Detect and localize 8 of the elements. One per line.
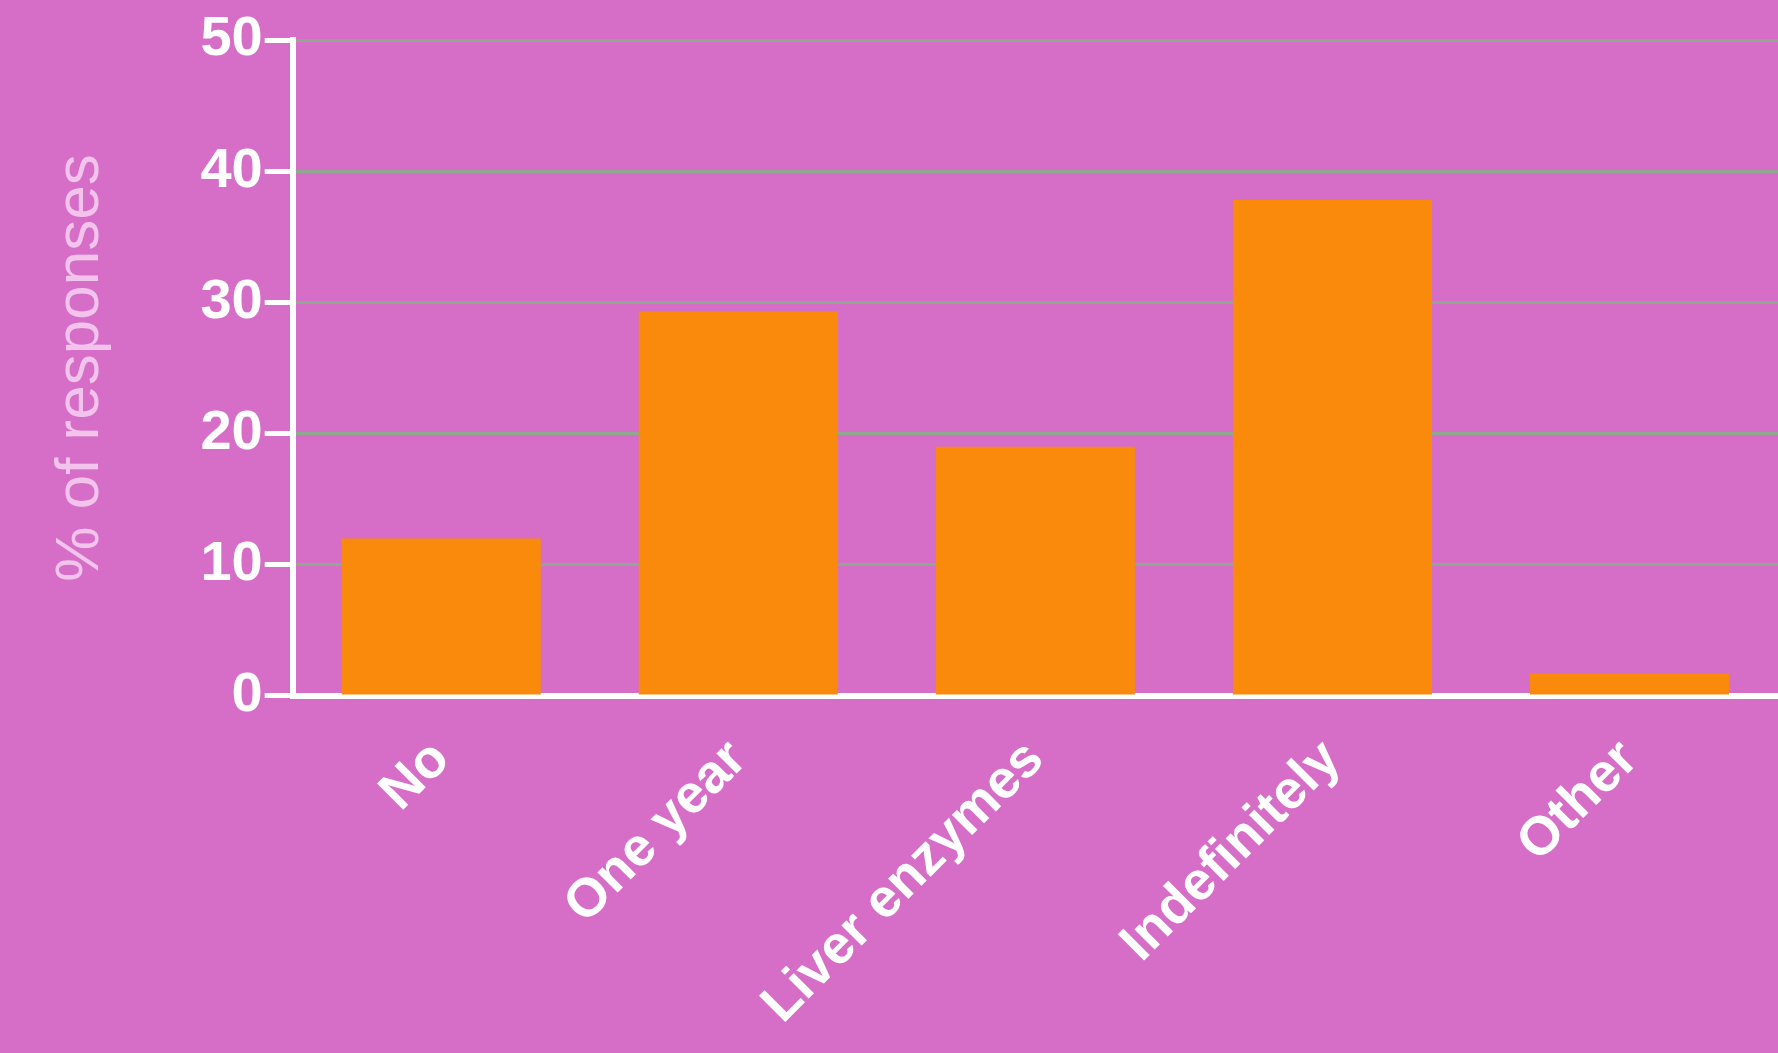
y-tick-label: 30 — [200, 266, 263, 330]
y-tick-label: 20 — [200, 398, 263, 462]
y-tick-label: 10 — [200, 529, 263, 593]
y-tick-label: 50 — [200, 4, 263, 68]
y-axis-title: % of responses — [42, 154, 112, 582]
x-tick-label: No — [366, 726, 460, 821]
y-tick-label: 0 — [231, 660, 263, 724]
y-tick-label: 40 — [200, 135, 263, 199]
